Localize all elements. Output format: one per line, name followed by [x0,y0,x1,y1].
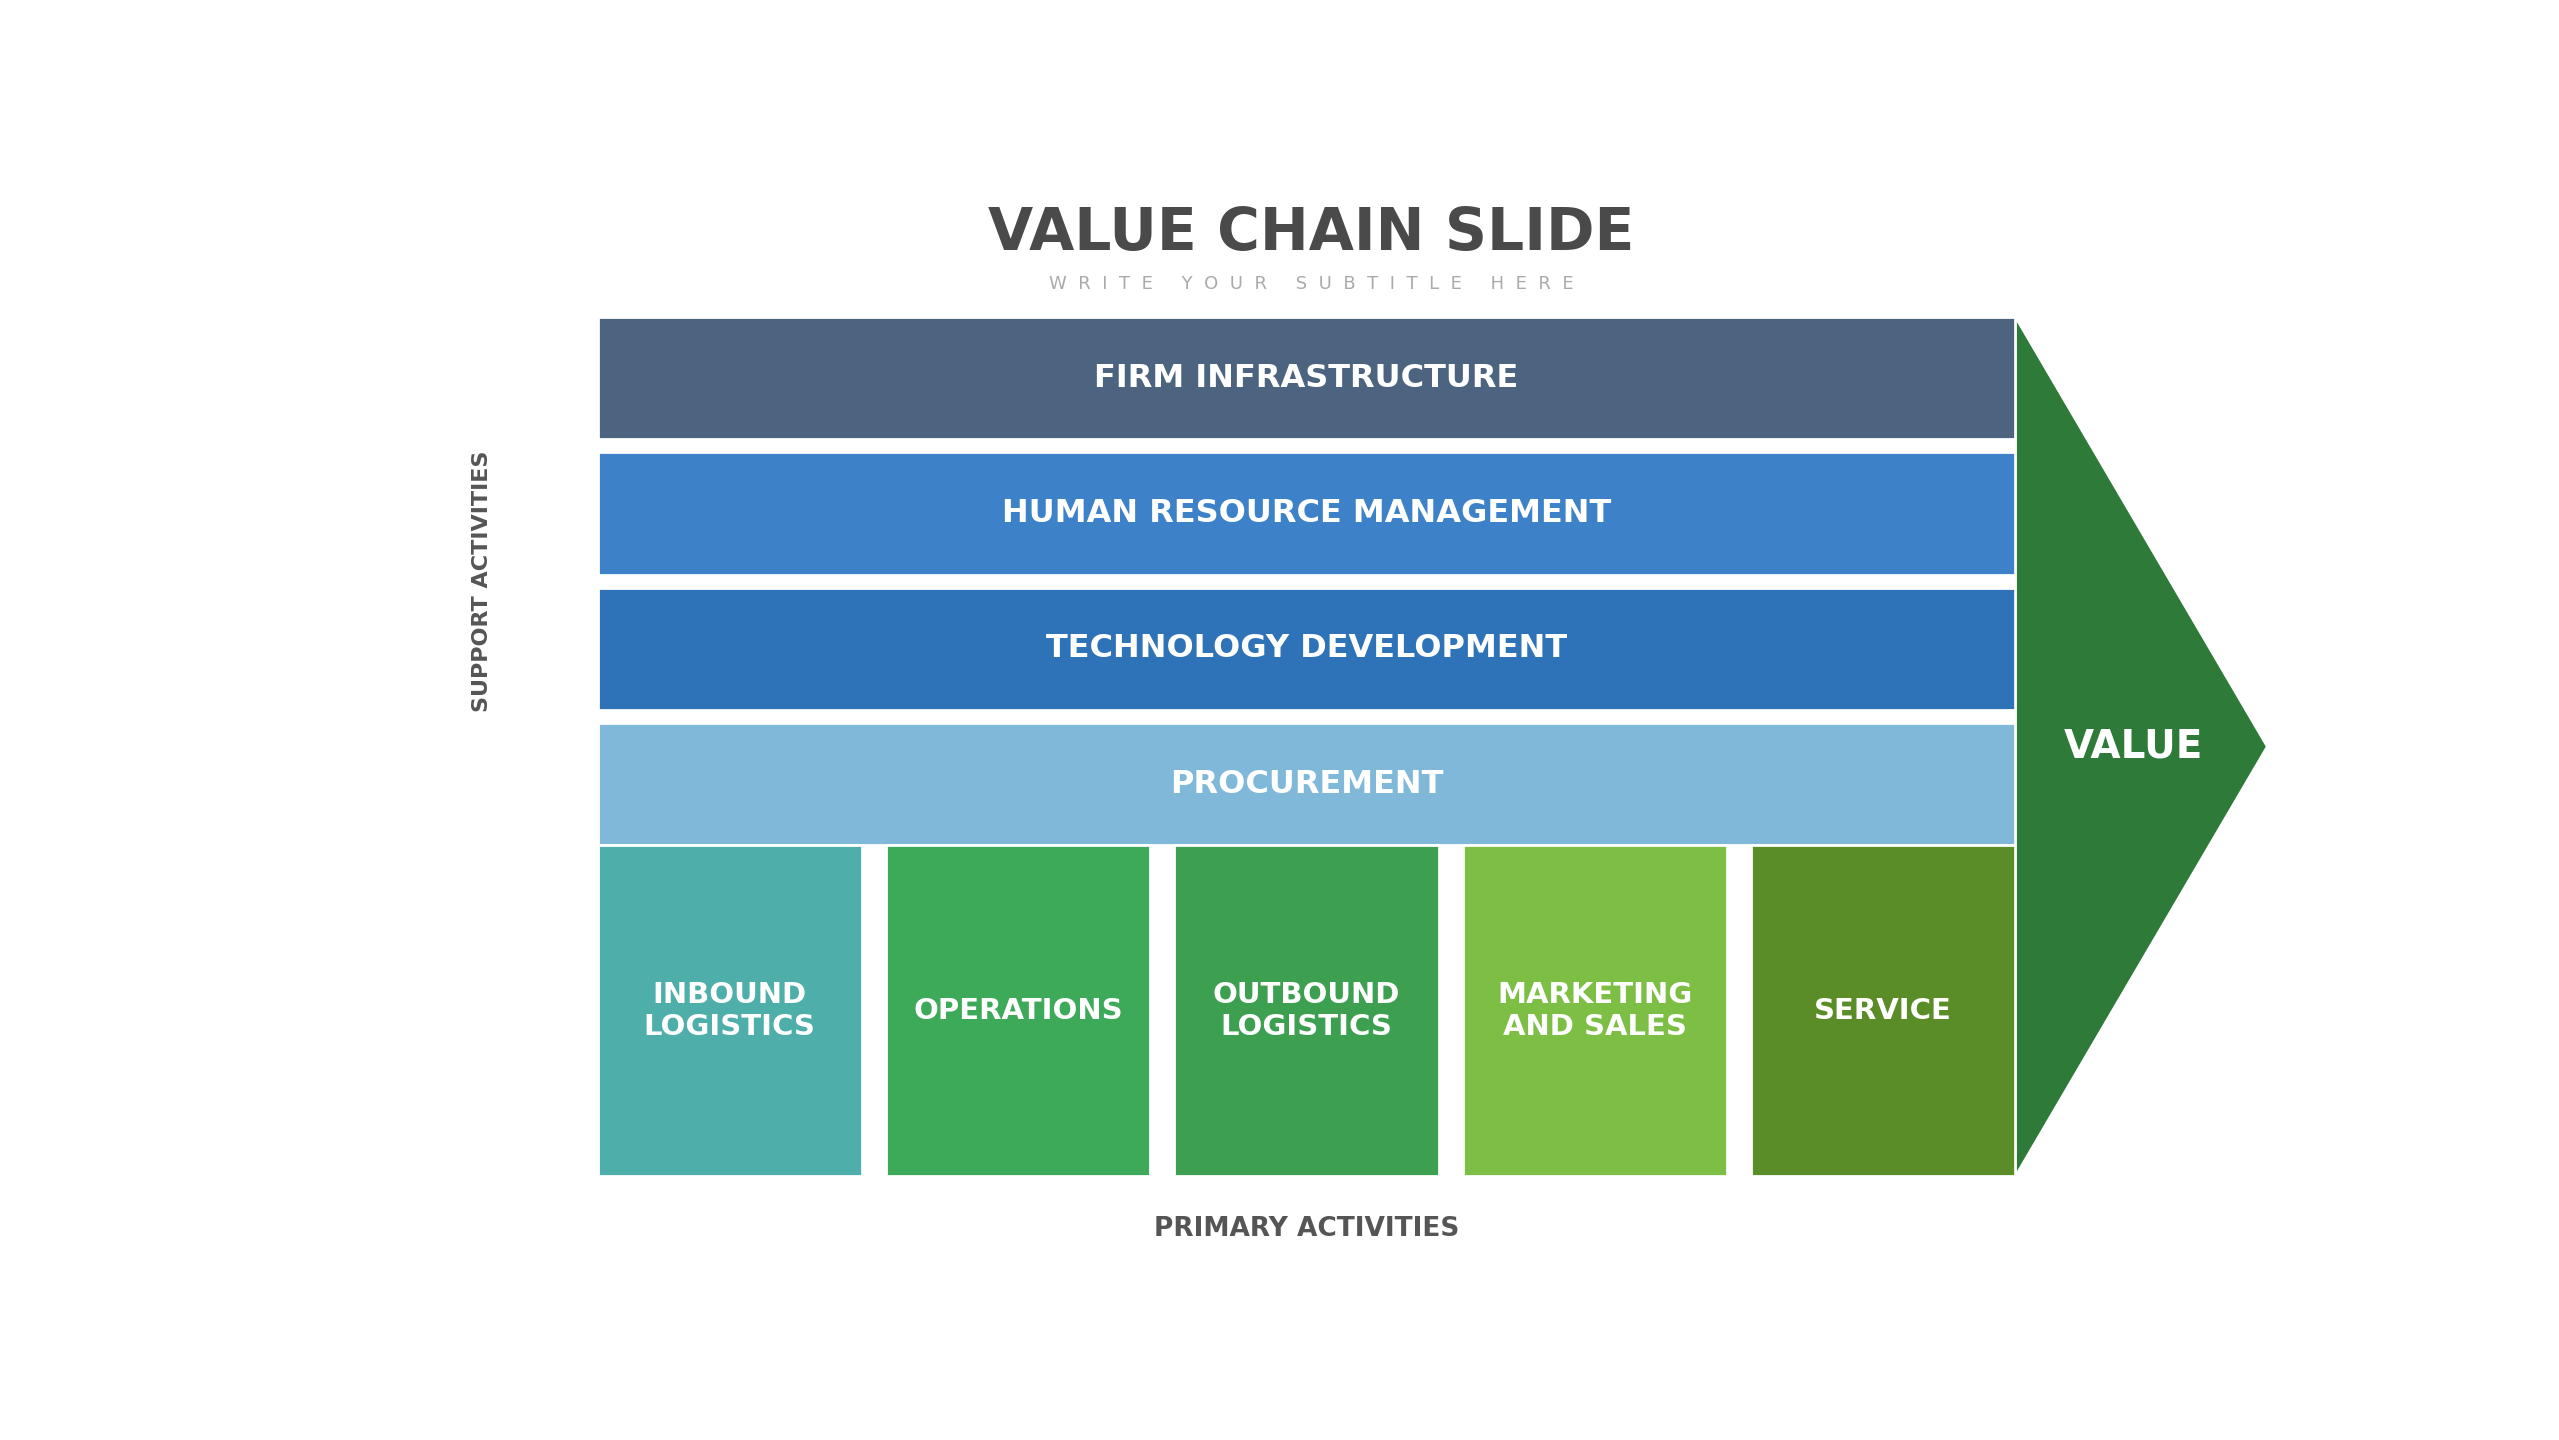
Text: PROCUREMENT: PROCUREMENT [1169,769,1443,799]
Bar [596,588,2016,710]
Bar [1175,845,1438,1176]
Text: SERVICE: SERVICE [1814,996,1953,1025]
Bar [596,845,862,1176]
Text: OUTBOUND
LOGISTICS: OUTBOUND LOGISTICS [1213,981,1400,1041]
Text: W  R  I  T  E     Y  O  U  R     S  U  B  T  I  T  L  E     H  E  R  E: W R I T E Y O U R S U B T I T L E H E R … [1049,275,1574,292]
Text: INBOUND
LOGISTICS: INBOUND LOGISTICS [645,981,816,1041]
Bar [885,845,1152,1176]
Polygon shape [2016,317,2267,1176]
Text: VALUE CHAIN SLIDE: VALUE CHAIN SLIDE [988,206,1635,262]
Bar [1750,845,2016,1176]
Text: FIRM INFRASTRUCTURE: FIRM INFRASTRUCTURE [1095,363,1517,393]
Bar [596,723,2016,845]
Text: VALUE: VALUE [2065,727,2203,766]
Bar [596,317,2016,439]
Text: HUMAN RESOURCE MANAGEMENT: HUMAN RESOURCE MANAGEMENT [1003,498,1612,528]
Text: OPERATIONS: OPERATIONS [914,996,1123,1025]
Bar [1464,845,1727,1176]
Bar [596,452,2016,575]
Text: PRIMARY ACTIVITIES: PRIMARY ACTIVITIES [1154,1217,1459,1243]
Text: TECHNOLOGY DEVELOPMENT: TECHNOLOGY DEVELOPMENT [1047,634,1566,664]
Text: MARKETING
AND SALES: MARKETING AND SALES [1497,981,1691,1041]
Text: SUPPORT ACTIVITIES: SUPPORT ACTIVITIES [473,451,491,711]
